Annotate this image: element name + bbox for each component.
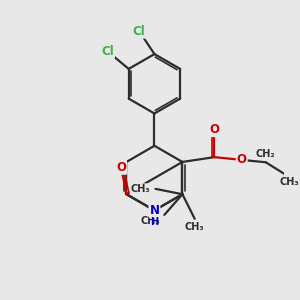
Text: CH₃: CH₃ — [279, 177, 299, 187]
Text: O: O — [116, 161, 126, 174]
Text: CH₃: CH₃ — [130, 184, 150, 194]
Text: CH₃: CH₃ — [140, 215, 160, 226]
Text: CH₂: CH₂ — [256, 149, 276, 159]
Text: Cl: Cl — [101, 45, 114, 58]
Text: N: N — [149, 204, 159, 217]
Text: O: O — [237, 153, 247, 167]
Text: O: O — [209, 123, 219, 136]
Text: H: H — [150, 217, 158, 227]
Text: Cl: Cl — [133, 25, 146, 38]
Text: CH₃: CH₃ — [185, 222, 205, 232]
